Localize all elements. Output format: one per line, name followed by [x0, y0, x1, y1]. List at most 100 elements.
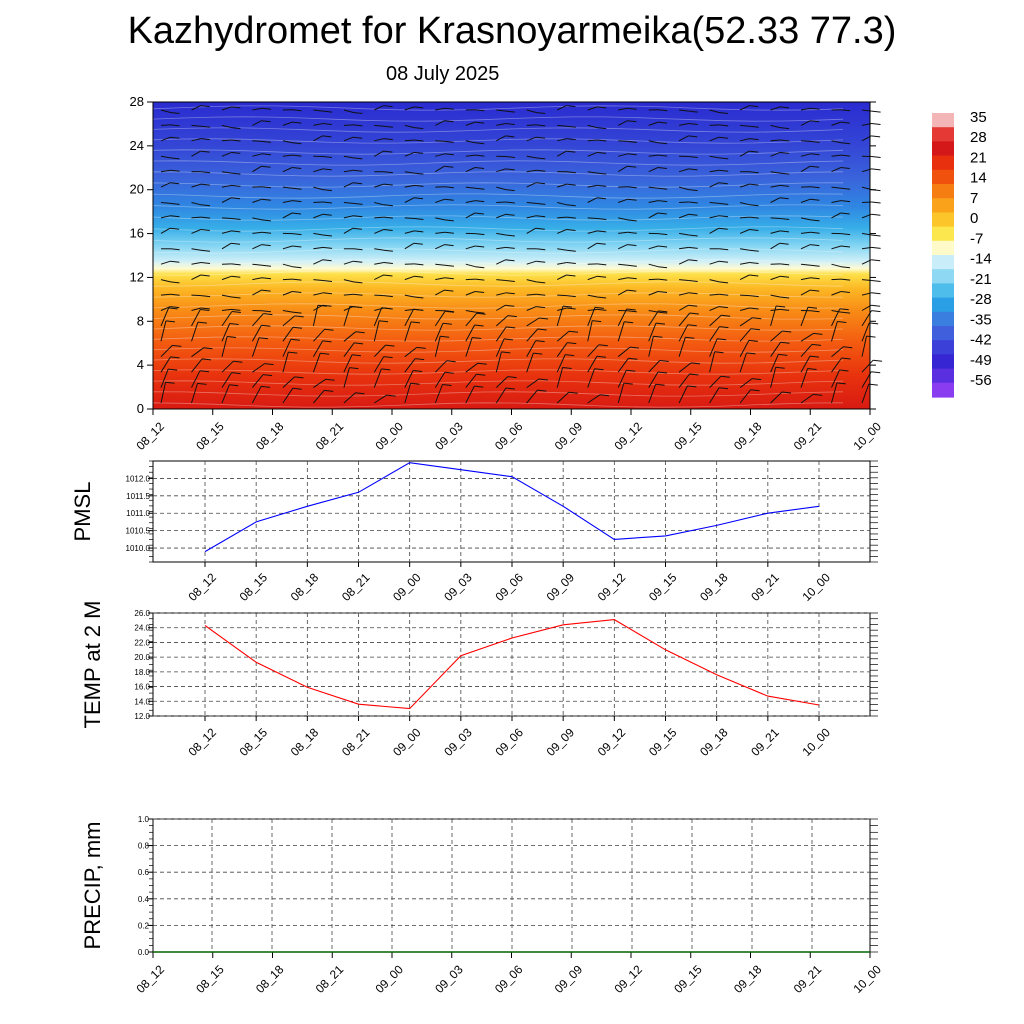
wind-barb-shaft: [770, 197, 780, 203]
wind-barb-flag: [353, 306, 363, 309]
wind-barb-shaft: [191, 105, 201, 111]
xtick-label: 08_12: [185, 570, 219, 604]
wind-barb-flag: [475, 245, 485, 248]
wind-barb-flag: [810, 289, 820, 292]
wind-barb-shaft: [739, 328, 752, 342]
wind-barb-flag: [689, 312, 699, 315]
isolines: [152, 105, 844, 408]
wind-barb-flag: [475, 187, 485, 190]
wind-barb-shaft: [374, 138, 385, 142]
wind-barb-shaft: [191, 347, 204, 358]
wind-barb-shaft: [831, 212, 841, 219]
wind-barb-flag: [627, 264, 637, 267]
colorbar-swatch: [932, 326, 954, 341]
wind-barb-shaft: [526, 340, 537, 357]
xtick-label: 09_12: [595, 570, 629, 604]
wind-barb-shaft: [495, 351, 502, 373]
wind-barb-flag: [594, 368, 604, 371]
wind-barb-flag: [688, 189, 698, 192]
wind-barb-flag: [474, 385, 484, 388]
wind-barb-shaft: [739, 340, 750, 357]
wind-barb-shaft: [221, 372, 233, 388]
wind-barb-flag: [566, 249, 576, 252]
wind-barb-flag: [749, 183, 759, 186]
isoline: [152, 259, 844, 265]
wind-barb-flag: [414, 230, 424, 233]
wind-barb-flag: [780, 127, 790, 130]
ytick-label: 16.0: [134, 683, 150, 692]
wind-barb-flag: [353, 112, 363, 114]
wind-barb-flag: [261, 264, 272, 267]
isoline: [152, 270, 844, 276]
xtick-label: 09_06: [492, 725, 526, 759]
wind-barb-shaft: [618, 107, 628, 111]
wind-barb-flag: [349, 367, 359, 370]
ytick-label: 22.0: [134, 638, 150, 647]
wind-barbs: [160, 105, 883, 404]
wind-barb-flag: [718, 182, 728, 185]
wind-barb-flag: [721, 314, 731, 317]
wind-barb-shaft: [617, 369, 627, 388]
wind-barb-flag: [413, 242, 423, 245]
wind-barb-flag: [811, 343, 822, 346]
wind-barb-shaft: [648, 336, 654, 357]
wind-barb-shaft: [709, 215, 720, 219]
wind-barb-shaft: [435, 120, 445, 126]
wind-barb-flag: [170, 356, 180, 359]
wind-barb-shaft: [831, 167, 842, 173]
wind-barb-shaft: [465, 385, 475, 404]
wind-barb-shaft: [800, 289, 811, 296]
wind-barb-shaft: [556, 367, 564, 388]
xtick-label: 09_18: [697, 725, 731, 759]
wind-barb-shaft: [740, 262, 750, 265]
wind-barb-flag: [501, 351, 511, 354]
wind-barb-flag: [165, 381, 175, 384]
wind-barb-shaft: [770, 330, 783, 342]
wind-barb-flag: [440, 335, 450, 338]
wind-barb-flag: [536, 124, 546, 127]
wind-barb-flag: [170, 306, 180, 309]
wind-barb-shaft: [709, 109, 720, 113]
wind-barb-flag: [446, 360, 456, 363]
wind-barb-flag: [292, 187, 302, 190]
wind-barb-flag: [383, 105, 393, 108]
colorbar-label: 21: [970, 150, 987, 167]
wind-barb-flag: [503, 338, 514, 341]
wind-barb-shaft: [313, 168, 323, 173]
wind-barb-shaft: [679, 109, 689, 112]
wind-barb-shaft: [739, 274, 750, 281]
wind-barb-shaft: [496, 109, 506, 112]
isoline: [152, 215, 844, 221]
wind-barb-flag: [261, 231, 272, 234]
colorbar-label: -28: [970, 291, 992, 308]
wind-barb-shaft: [618, 198, 628, 203]
wind-barb-flag: [444, 140, 454, 143]
wind-barb-flag: [810, 219, 820, 222]
wind-barb-shaft: [740, 248, 750, 251]
wind-barb-flag: [291, 212, 302, 215]
colorbar-swatch: [932, 240, 954, 256]
wind-barb-flag: [383, 249, 393, 252]
ytick-label: 12.0: [134, 712, 150, 721]
wind-barb-shaft: [465, 263, 476, 268]
wind-barb-flag: [749, 125, 759, 128]
ytick-label: 14.0: [134, 697, 150, 706]
ytick-label: 0.0: [138, 948, 150, 957]
wind-barb-shaft: [800, 368, 809, 388]
wind-barb-shaft: [678, 213, 689, 219]
wind-barb-shaft: [191, 383, 198, 404]
wind-barb-shaft: [221, 311, 233, 327]
wind-barb-flag: [871, 310, 881, 313]
wind-barb-flag: [386, 394, 396, 397]
wind-barb-shaft: [465, 373, 477, 388]
wind-barb-flag: [536, 281, 546, 284]
wind-barb-flag: [807, 368, 817, 370]
wind-barb-shaft: [831, 278, 842, 281]
wind-barb-shaft: [648, 371, 659, 388]
wind-barb-flag: [200, 204, 211, 207]
wind-barb-flag: [475, 154, 485, 157]
wind-barb-shaft: [313, 232, 323, 236]
wind-barb-flag: [810, 310, 820, 313]
wind-barb-flag: [566, 138, 576, 141]
wind-barb-flag: [322, 189, 332, 192]
